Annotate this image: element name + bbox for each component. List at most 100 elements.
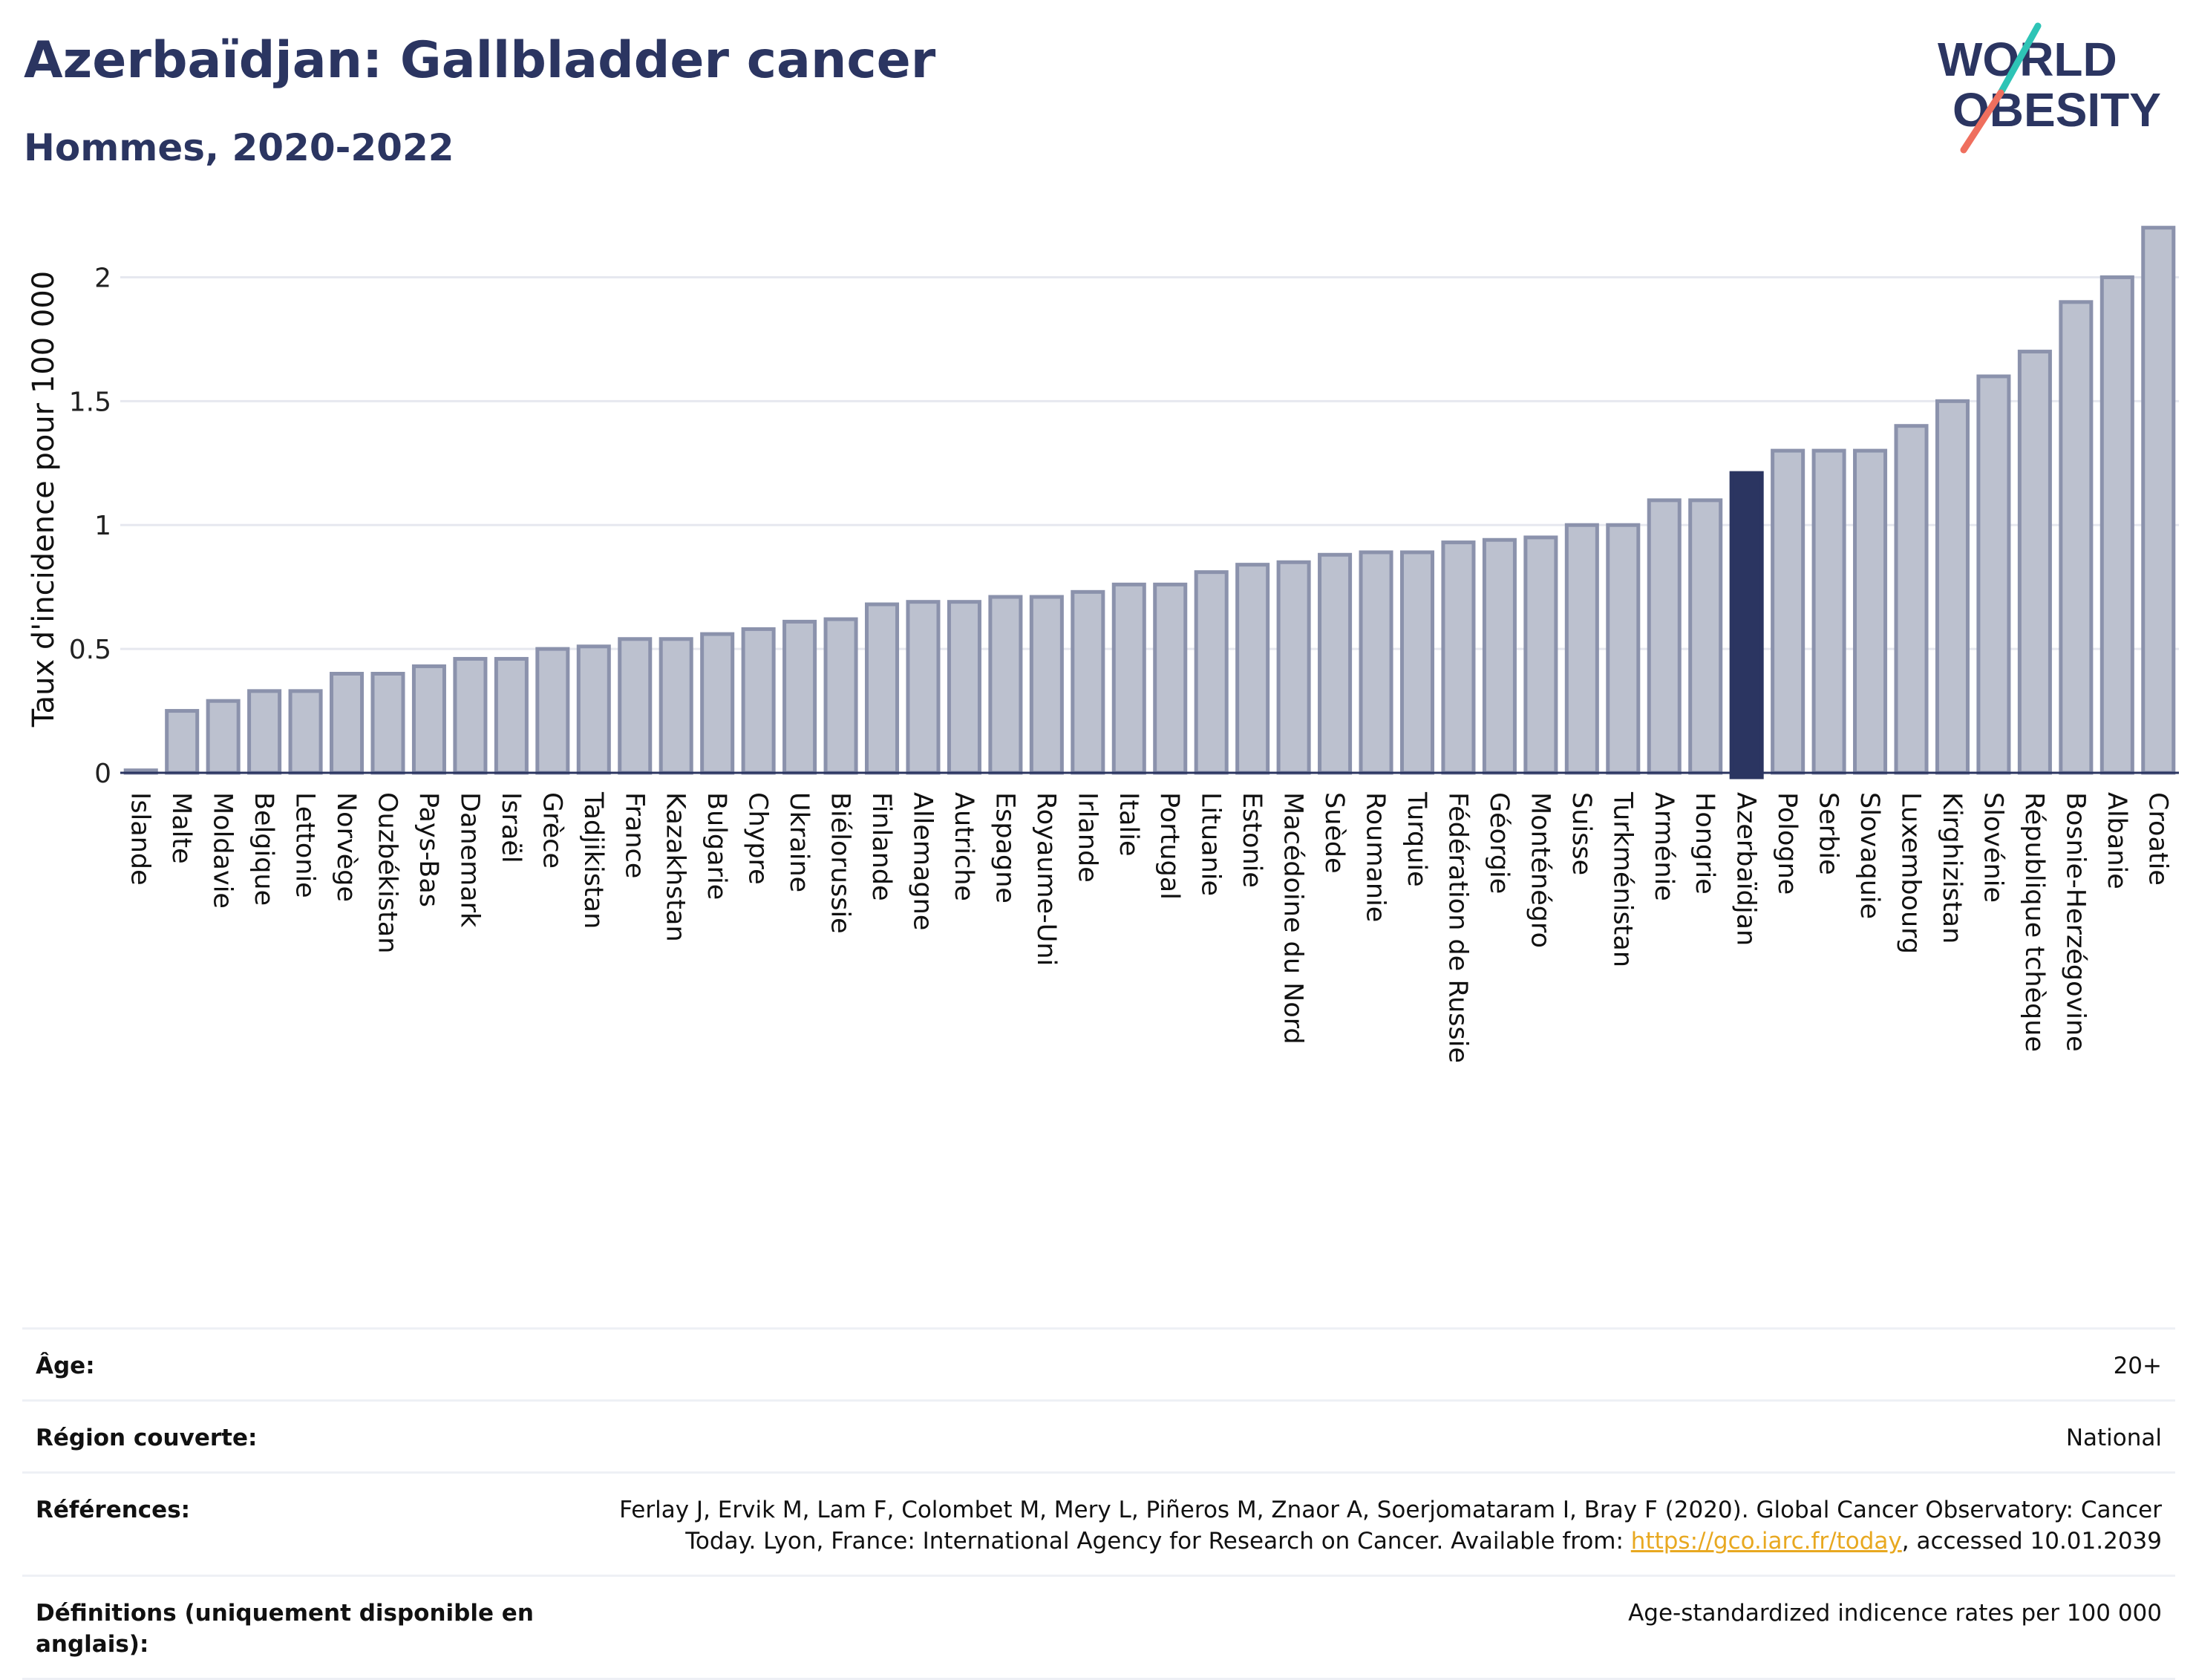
bar-23 [1071, 589, 1105, 775]
x-tick-label: Autriche [949, 792, 978, 901]
x-tick-label: Slovénie [1978, 792, 2007, 903]
bar-19 [906, 600, 941, 775]
x-tick-label: Lituanie [1196, 792, 1226, 896]
x-tick-label: Royaume-Uni [1031, 792, 1061, 966]
bar-3 [247, 689, 282, 775]
x-tick-label: Malte [166, 792, 196, 864]
chart-subtitle: Hommes, 2020-2022 [24, 126, 454, 169]
bar-48 [2099, 275, 2134, 775]
bar-24 [1111, 582, 1146, 775]
bar-42 [1853, 448, 1888, 775]
bar-29 [1318, 552, 1353, 775]
x-tick-label: Macédoine du Nord [1278, 792, 1308, 1045]
info-label: Références: [36, 1497, 191, 1523]
logo-slash-teal [1997, 22, 2042, 97]
x-tick-label: Chypre [743, 792, 773, 885]
x-tick-label: Lettonie [290, 792, 320, 898]
bar-1 [165, 709, 200, 775]
x-tick-label: Pays-Bas [414, 792, 443, 907]
x-tick-label: Finlande [866, 792, 896, 901]
logo-slash-coral [1960, 89, 2004, 154]
reference-link[interactable]: https://gco.iarc.fr/today [1630, 1528, 1902, 1555]
bar-26 [1194, 570, 1229, 775]
bar-31 [1399, 550, 1435, 775]
y-axis-ticks: 0 0.5 1 1.5 2 [69, 263, 111, 789]
x-tick-label: Monténégro [1525, 792, 1555, 948]
x-tick-label: Danemark [454, 792, 484, 928]
bar-34 [1523, 535, 1558, 775]
x-tick-label: Pologne [1772, 792, 1802, 895]
bar-2 [206, 699, 241, 775]
bar-5 [330, 671, 365, 775]
bar-chart: 00.511.52 Taux d'incidence pour 100 000 … [27, 226, 2179, 1063]
bar-14 [700, 632, 735, 775]
info-row: Références: Ferlay J, Ervik M, Lam F, Col… [22, 1471, 2175, 1575]
bar-44 [1935, 399, 1970, 775]
bar-11 [576, 644, 611, 775]
bar-36 [1606, 523, 1641, 775]
y-axis-label: Taux d'incidence pour 100 000 [27, 271, 61, 728]
x-tick-label: France [619, 792, 649, 878]
x-tick-label: Biélorussie [826, 792, 855, 934]
bar-38 [1688, 498, 1723, 775]
bar-17 [823, 617, 858, 775]
y-tick-label: 0 [94, 759, 111, 789]
bar-30 [1359, 550, 1393, 775]
bar-37 [1647, 498, 1682, 775]
x-tick-label: Hongrie [1690, 792, 1719, 895]
x-tick-label: Bulgarie [702, 792, 731, 900]
bar-20 [947, 600, 981, 775]
x-tick-label: Grèce [537, 792, 566, 869]
x-tick-label: Turkménistan [1607, 791, 1637, 967]
bar-7 [411, 664, 446, 775]
x-tick-label: Espagne [990, 792, 1019, 903]
x-tick-label: Allemagne [907, 792, 937, 930]
x-tick-label: Fédération de Russie [1442, 792, 1472, 1063]
bar-16 [782, 619, 817, 775]
x-tick-label: Albanie [2102, 792, 2131, 889]
x-tick-label: Roumanie [1361, 792, 1391, 922]
x-tick-label: Arménie [1649, 792, 1679, 901]
bar-12 [618, 637, 653, 775]
x-tick-label: Azerbaïdjan [1731, 792, 1761, 946]
bar-9 [494, 656, 529, 775]
x-tick-label: Turquie [1402, 791, 1431, 887]
bar-18 [864, 602, 900, 775]
x-axis-ticks: Islande Malte Moldavie Belgique Lettonie Norv… [125, 791, 2173, 1063]
x-tick-label: Serbie [1814, 792, 1843, 875]
bar-8 [453, 656, 488, 775]
x-tick-label: Luxembourg [1896, 792, 1926, 954]
info-value: 20+ [2113, 1353, 2162, 1379]
info-label: Âge: [36, 1353, 95, 1379]
y-tick-label: 2 [94, 263, 111, 293]
x-tick-label: Belgique [249, 792, 278, 906]
x-tick-label: Ouzbékistan [372, 792, 402, 953]
bar-4 [288, 689, 323, 775]
info-label: Région couverte: [36, 1425, 258, 1451]
info-row: Définitions (uniquement disponible en an… [22, 1575, 2175, 1680]
x-tick-label: Norvège [331, 792, 361, 902]
x-tick-label: Suisse [1566, 792, 1596, 875]
bar-22 [1029, 595, 1064, 775]
x-tick-label: Géorgie [1484, 792, 1514, 894]
bar-21 [988, 595, 1023, 775]
x-tick-label: Suède [1319, 792, 1349, 874]
x-tick-label: Irlande [1072, 792, 1102, 883]
info-row: Âge: 20+ [22, 1327, 2175, 1399]
info-value: National [2065, 1425, 2162, 1451]
x-tick-label: Estonie [1237, 792, 1267, 888]
x-tick-label: Kazakhstan [661, 792, 690, 942]
x-tick-label: Islande [125, 792, 155, 886]
y-tick-label: 1 [94, 511, 111, 541]
world-obesity-logo: WORLD OBESITY [1938, 22, 2161, 154]
bar-43 [1894, 424, 1929, 775]
info-row: Région couverte: National [22, 1399, 2175, 1471]
bar-41 [1811, 448, 1846, 775]
bars [123, 226, 2176, 779]
info-value: Ferlay J, Ervik M, Lam F, Colombet M, Me… [619, 1497, 2162, 1555]
chart-title: Azerbaïdjan: Gallbladder cancer [24, 31, 936, 90]
bar-28 [1276, 560, 1311, 775]
x-tick-label: Tadjikistan [578, 791, 608, 929]
x-tick-label: Portugal [1154, 792, 1184, 900]
info-table: Âge: 20+ Région couverte: National Référence… [22, 1327, 2175, 1680]
